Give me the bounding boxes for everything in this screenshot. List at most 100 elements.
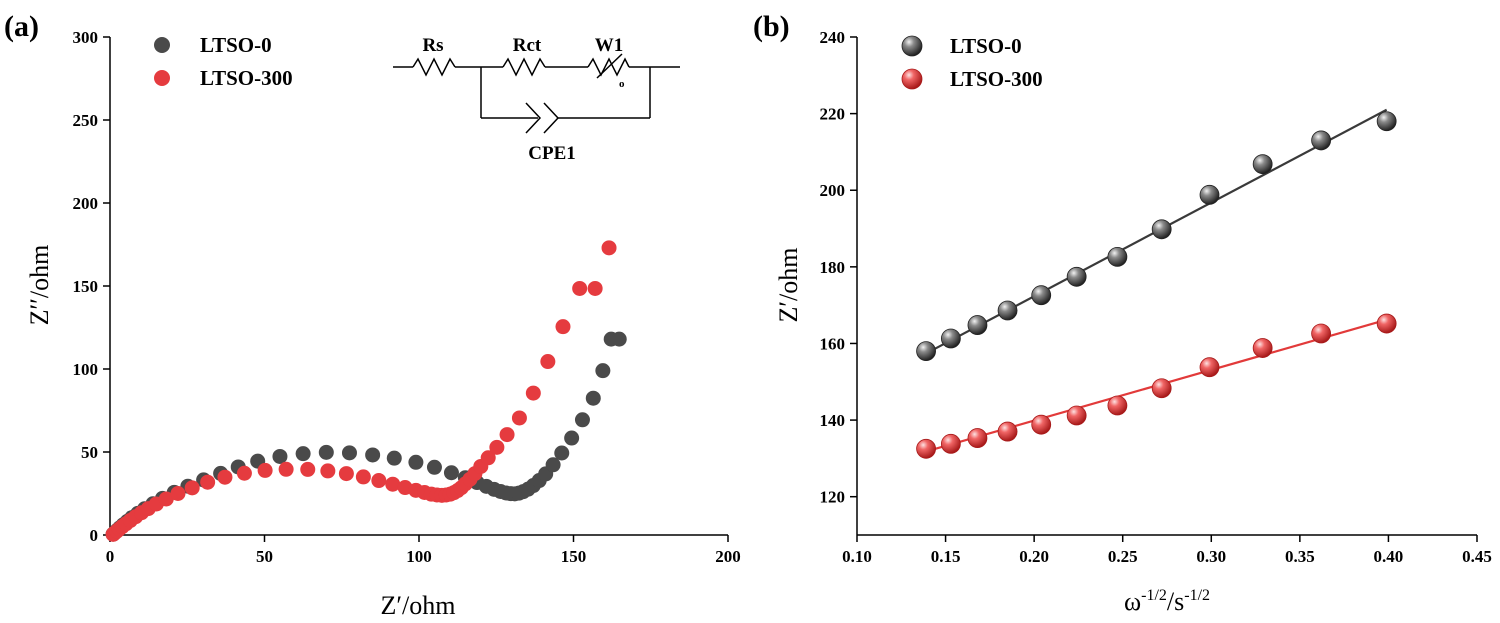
panel-a-legend: LTSO-0 LTSO-300	[154, 33, 293, 90]
circuit-label-rs: Rs	[422, 35, 443, 56]
data-point	[170, 486, 186, 501]
legend-marker-ltso-0	[154, 37, 170, 53]
data-point	[940, 328, 961, 349]
panel-b-fit-lines	[925, 108, 1388, 453]
x-title-omega: ω	[1124, 587, 1141, 616]
x-tick-label: 100	[406, 547, 432, 566]
data-point	[355, 469, 371, 485]
data-point	[386, 450, 402, 466]
panel-b-x-axis-title: ω-1/2/s-1/2	[1124, 587, 1210, 616]
data-point	[1066, 405, 1087, 426]
data-point	[540, 354, 556, 370]
data-point	[940, 433, 961, 454]
data-point	[555, 319, 571, 335]
legend-marker-ltso-300	[154, 70, 170, 86]
x-title-exp2: -1/2	[1184, 587, 1210, 604]
y-tick-label: 300	[73, 28, 99, 47]
data-point	[365, 447, 381, 463]
data-point	[587, 280, 603, 296]
panel-b-y-axis-title: Z′/ohm	[774, 247, 803, 322]
data-point	[595, 363, 611, 379]
resistor-rs-symbol	[412, 57, 456, 77]
y-tick-label: 180	[820, 258, 846, 277]
data-point	[1199, 357, 1220, 378]
y-tick-label: 240	[820, 28, 846, 47]
x-title-exp1: -1/2	[1141, 587, 1167, 604]
data-point	[545, 457, 561, 473]
data-point	[408, 454, 424, 470]
data-point	[1151, 378, 1172, 399]
data-point	[278, 461, 294, 477]
data-point	[158, 491, 174, 507]
data-point	[554, 445, 570, 461]
y-tick-label: 220	[820, 105, 846, 124]
data-point	[257, 462, 273, 478]
data-point	[338, 466, 354, 482]
x-tick-label: 200	[715, 547, 741, 566]
legend-marker-ltso-300	[901, 68, 923, 90]
data-point	[320, 463, 336, 479]
y-tick-label: 200	[820, 181, 846, 200]
data-point	[1252, 338, 1273, 358]
x-tick-label: 50	[256, 547, 273, 566]
data-point	[371, 473, 387, 489]
legend-label-ltso-0: LTSO-0	[200, 33, 272, 57]
data-point	[997, 300, 1018, 321]
data-point	[1311, 323, 1332, 344]
data-point	[200, 474, 216, 490]
x-tick-label: 0.35	[1285, 547, 1315, 566]
data-point	[997, 421, 1018, 442]
panel-b-axes	[856, 37, 1477, 536]
data-point	[300, 461, 316, 477]
circuit-label-rct: Rct	[513, 35, 542, 56]
y-tick-label: 50	[81, 443, 98, 462]
resistor-rct-symbol	[502, 57, 546, 77]
panel-b-warburg-plot: (b) Z′/ohm ω-1/2/s-1/2 12014016018020022…	[753, 10, 1492, 616]
data-point	[511, 410, 527, 426]
panel-a-nyquist-plot: (a) Z′′/ohm Z′/ohm 0 50 100 150 200 250 300 0 5…	[4, 10, 741, 620]
data-point	[1066, 266, 1087, 287]
x-tick-label: 0.45	[1462, 547, 1492, 566]
panel-b-x-ticks: 0.10 0.15 0.20 0.25 0.30 0.35 0.40 0.45	[842, 535, 1492, 566]
x-tick-label: 0.20	[1019, 547, 1049, 566]
data-point	[1376, 111, 1397, 132]
panel-a-y-axis-title: Z′′/ohm	[25, 245, 54, 326]
data-point	[564, 430, 580, 446]
data-point	[480, 450, 496, 466]
data-point	[1107, 246, 1128, 267]
data-point	[1151, 219, 1172, 240]
circuit-label-w1: W1	[595, 35, 624, 56]
x-tick-label: 150	[561, 547, 587, 566]
data-point	[1376, 313, 1397, 334]
x-tick-label: 0.25	[1108, 547, 1138, 566]
data-point	[489, 439, 505, 455]
y-tick-label: 200	[73, 194, 99, 213]
x-tick-label: 0.10	[842, 547, 872, 566]
legend-label-ltso-300: LTSO-300	[200, 66, 293, 90]
y-tick-label: 140	[820, 411, 846, 430]
legend-label-ltso-300: LTSO-300	[950, 67, 1043, 91]
data-point	[967, 315, 988, 335]
x-tick-label: 0.40	[1374, 547, 1404, 566]
data-point	[499, 427, 515, 443]
panel-a-x-axis-title: Z′/ohm	[380, 591, 455, 620]
data-point	[967, 428, 988, 448]
panel-b-label: (b)	[753, 10, 790, 43]
data-point	[341, 445, 357, 461]
data-point	[295, 446, 311, 462]
data-point	[1311, 130, 1332, 151]
data-point	[217, 469, 233, 485]
data-point	[236, 465, 252, 481]
cpe-plate-left	[525, 102, 542, 134]
data-point	[1031, 414, 1052, 435]
legend-label-ltso-0: LTSO-0	[950, 34, 1022, 58]
y-tick-label: 0	[90, 526, 99, 545]
data-point	[1199, 184, 1220, 205]
data-point	[443, 465, 459, 481]
x-tick-label: 0	[106, 547, 115, 566]
x-title-unit: /s	[1167, 587, 1184, 616]
panel-a-x-ticks: 0 50 100 150 200	[106, 535, 741, 566]
data-point	[272, 448, 288, 464]
data-point	[426, 459, 442, 475]
y-tick-label: 160	[820, 334, 846, 353]
